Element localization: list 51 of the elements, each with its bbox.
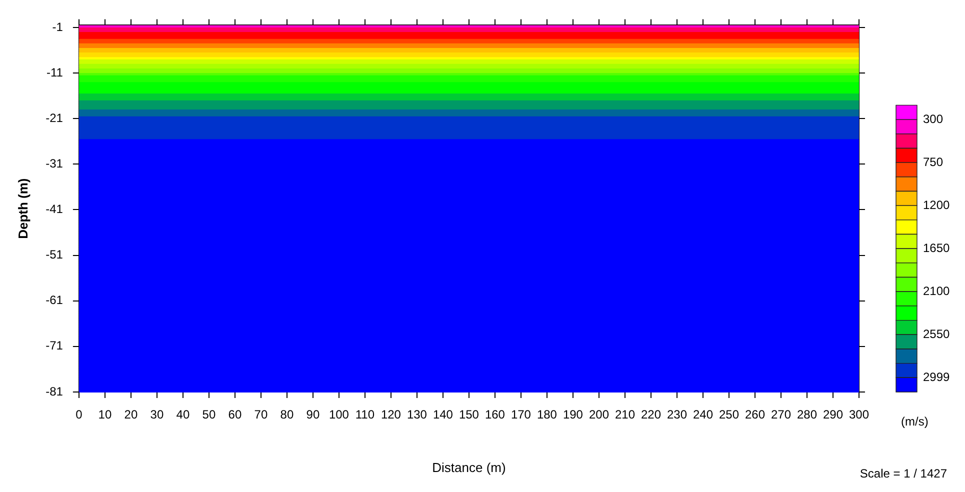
x-tick-label: 130	[406, 408, 428, 422]
color-bar-label: 2550	[923, 326, 950, 341]
x-tick-label: 240	[692, 408, 714, 422]
x-tick-label: 60	[228, 408, 242, 422]
x-tick-label: 140	[432, 408, 454, 422]
x-tick-label: 250	[718, 408, 740, 422]
x-axis-title: Distance (m)	[432, 460, 506, 475]
x-tick-label: 0	[76, 408, 83, 422]
text: Scale = 1 / 1427	[860, 466, 948, 480]
y-tick-label: -71	[46, 338, 64, 353]
x-tick-label: 80	[280, 408, 294, 422]
y-tick-label: -1	[52, 20, 64, 34]
x-tick-label: 30	[150, 408, 164, 422]
x-tick-label: 190	[562, 408, 584, 422]
x-tick-label: 10	[98, 408, 112, 422]
x-tick-label: 100	[328, 408, 350, 422]
x-tick-label: 210	[614, 408, 636, 422]
color-bar-title: (m/s)	[901, 414, 928, 428]
y-axis-title: Depth (m)	[15, 178, 30, 239]
x-tick-label: 120	[380, 408, 402, 422]
x-tick-label: 90	[306, 408, 320, 422]
y-tick-label: -81	[46, 384, 64, 398]
x-tick-label: 20	[124, 408, 138, 422]
color-bar-label: 750	[923, 154, 944, 169]
y-tick-label: -31	[46, 156, 64, 170]
x-tick-label: 150	[458, 408, 480, 422]
x-tick-label: 70	[254, 408, 268, 422]
x-tick-label: 180	[536, 408, 558, 422]
color-bar-label: 1200	[923, 198, 950, 212]
x-tick-label: 200	[588, 408, 610, 422]
x-tick-label: 260	[744, 408, 766, 422]
x-tick-label: 110	[355, 408, 375, 422]
x-tick-label: 280	[796, 408, 818, 422]
x-tick-label: 160	[484, 408, 506, 422]
x-tick-label: 300	[848, 408, 870, 422]
x-tick-label: 40	[176, 408, 190, 422]
color-bar-label: 300	[923, 112, 944, 126]
color-bar-label: 2999	[923, 370, 950, 384]
y-tick-label: -61	[46, 293, 64, 308]
y-tick-label: -11	[46, 65, 64, 80]
color-bar-label: 1650	[923, 240, 950, 255]
y-tick-label: -41	[46, 202, 64, 216]
x-tick-label: 170	[510, 408, 532, 422]
y-tick-label: -21	[46, 110, 64, 125]
x-tick-label: 270	[770, 408, 792, 422]
x-tick-label: 290	[822, 408, 844, 422]
y-tick-label: -51	[46, 248, 64, 262]
color-bar-label: 2100	[923, 284, 950, 298]
x-tick-label: 230	[666, 408, 688, 422]
x-tick-label: 220	[640, 408, 662, 422]
x-tick-label: 50	[202, 408, 216, 422]
